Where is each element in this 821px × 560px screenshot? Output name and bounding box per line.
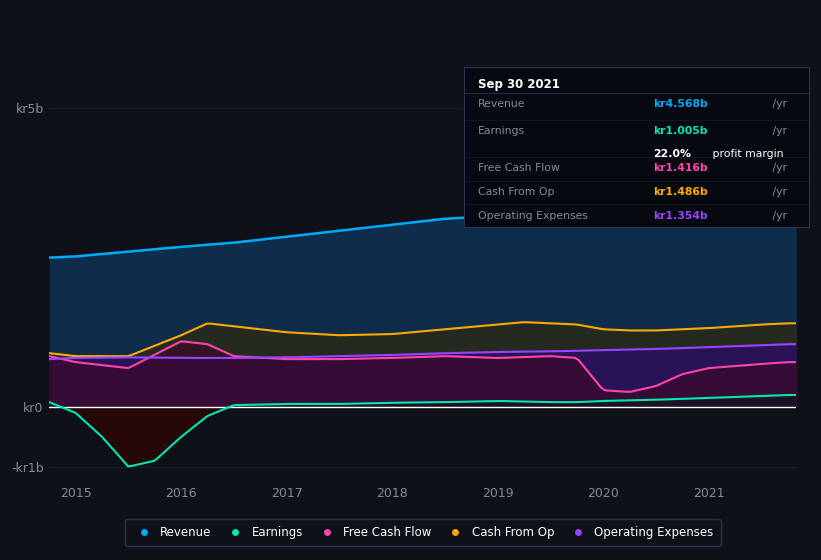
Text: Sep 30 2021: Sep 30 2021 <box>478 78 560 91</box>
Text: Free Cash Flow: Free Cash Flow <box>478 163 560 173</box>
Text: Revenue: Revenue <box>478 99 525 109</box>
Text: Operating Expenses: Operating Expenses <box>478 211 588 221</box>
Text: profit margin: profit margin <box>709 148 783 158</box>
Text: Earnings: Earnings <box>478 126 525 136</box>
Text: 22.0%: 22.0% <box>654 148 691 158</box>
Text: /yr: /yr <box>769 211 787 221</box>
Text: /yr: /yr <box>769 163 787 173</box>
Text: /yr: /yr <box>769 187 787 197</box>
Text: /yr: /yr <box>769 99 787 109</box>
Text: /yr: /yr <box>769 126 787 136</box>
Text: kr1.354b: kr1.354b <box>654 211 709 221</box>
Text: kr1.486b: kr1.486b <box>654 187 709 197</box>
Text: kr1.416b: kr1.416b <box>654 163 709 173</box>
Text: kr1.005b: kr1.005b <box>654 126 708 136</box>
Text: Cash From Op: Cash From Op <box>478 187 554 197</box>
Text: kr4.568b: kr4.568b <box>654 99 709 109</box>
Legend: Revenue, Earnings, Free Cash Flow, Cash From Op, Operating Expenses: Revenue, Earnings, Free Cash Flow, Cash … <box>125 519 721 546</box>
